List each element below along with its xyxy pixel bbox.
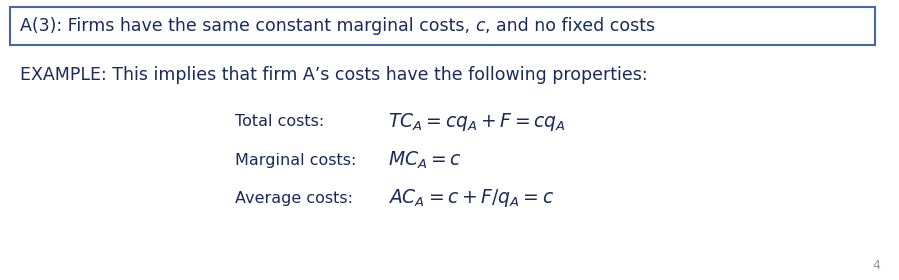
Text: EXAMPLE: This implies that firm A’s costs have the following properties:: EXAMPLE: This implies that firm A’s cost… [20,66,647,84]
FancyBboxPatch shape [10,7,875,45]
Text: $TC_A = cq_A + F = cq_A$: $TC_A = cq_A + F = cq_A$ [388,111,566,133]
Text: Marginal costs:: Marginal costs: [235,153,356,167]
Text: $MC_A = c$: $MC_A = c$ [388,149,462,171]
Text: , and no fixed costs: , and no fixed costs [485,17,655,35]
Text: c: c [476,17,485,35]
Text: $AC_A = c + F/q_A = c$: $AC_A = c + F/q_A = c$ [388,187,555,209]
Text: A(3): Firms have the same constant marginal costs,: A(3): Firms have the same constant margi… [20,17,476,35]
Text: 4: 4 [872,259,880,272]
Text: Average costs:: Average costs: [235,190,353,206]
Text: Total costs:: Total costs: [235,115,325,129]
